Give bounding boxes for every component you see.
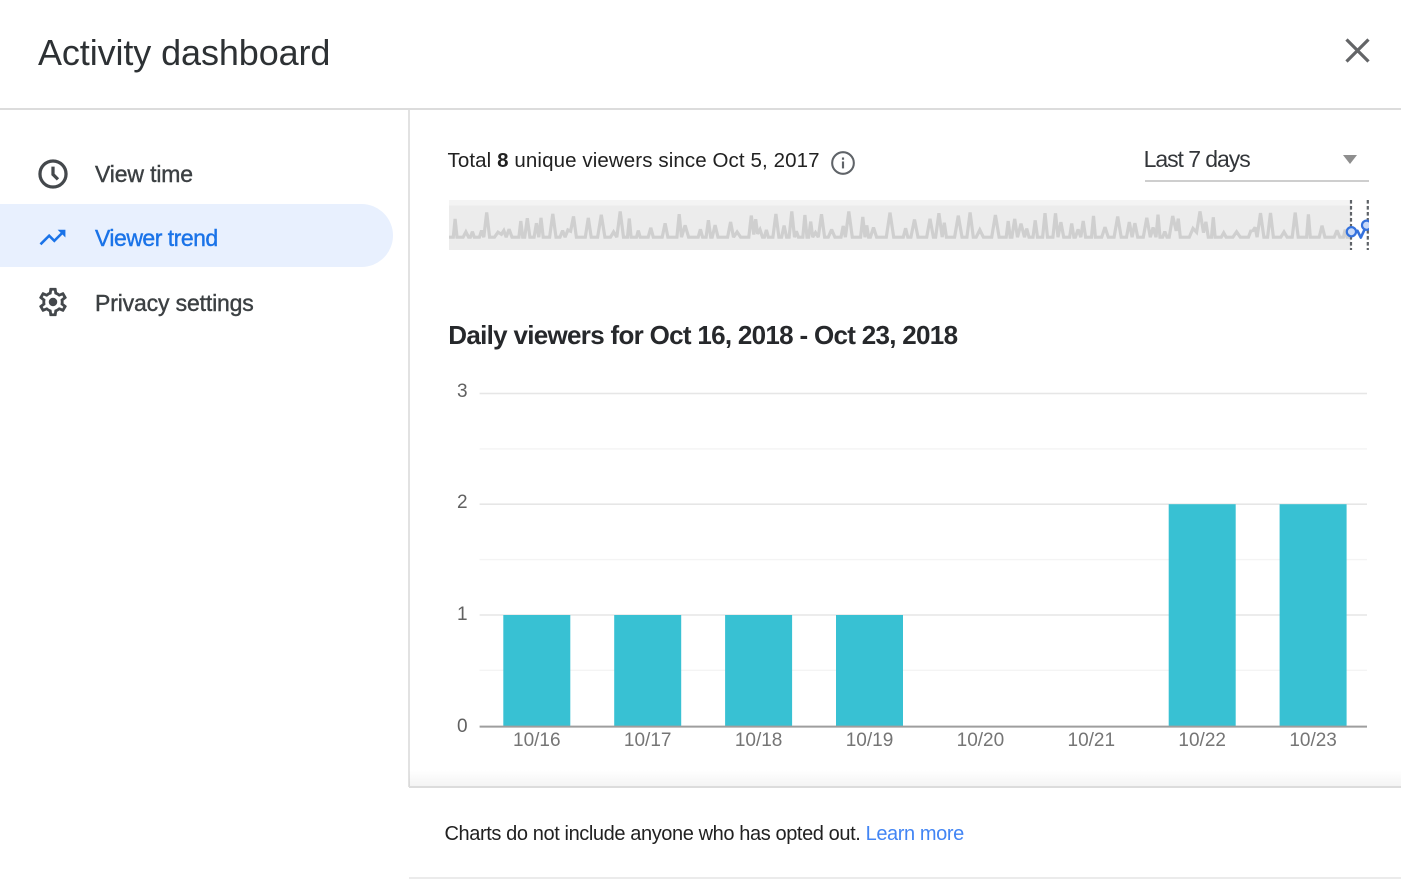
svg-text:10/17: 10/17 <box>624 730 672 751</box>
svg-text:10/21: 10/21 <box>1068 730 1116 751</box>
svg-text:1: 1 <box>457 604 468 625</box>
svg-text:10/18: 10/18 <box>735 730 783 751</box>
svg-text:10/23: 10/23 <box>1289 730 1337 751</box>
svg-text:0: 0 <box>457 716 468 737</box>
svg-text:10/22: 10/22 <box>1178 730 1226 751</box>
svg-text:10/19: 10/19 <box>846 730 894 751</box>
svg-text:2: 2 <box>457 492 468 513</box>
svg-text:3: 3 <box>457 381 468 402</box>
svg-text:10/16: 10/16 <box>513 730 561 751</box>
svg-text:10/20: 10/20 <box>957 730 1005 751</box>
